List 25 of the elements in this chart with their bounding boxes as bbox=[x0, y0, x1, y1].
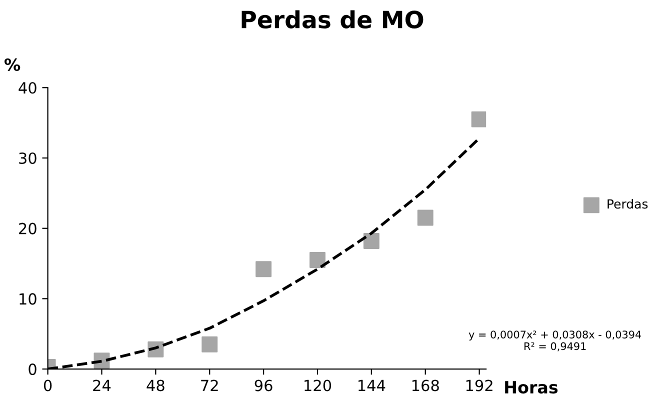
y-tick-label: 40 bbox=[18, 82, 36, 94]
x-tick-label: 48 bbox=[146, 380, 164, 392]
x-tick-label: 24 bbox=[93, 380, 111, 392]
x-tick-label: 96 bbox=[254, 380, 272, 392]
chart-title: Perdas de MO bbox=[242, 10, 424, 28]
point bbox=[310, 252, 326, 268]
annotation: y = 0,0007x² + 0,0308x - 0,0394 R² = 0,9491 bbox=[468, 330, 642, 352]
x-tick-label: 192 bbox=[466, 380, 492, 392]
point bbox=[202, 336, 218, 352]
y-tick-label: 30 bbox=[19, 152, 36, 164]
x-tick-label: 120 bbox=[304, 380, 332, 392]
y-tick-label: 10 bbox=[20, 293, 36, 305]
x-tick-label: 168 bbox=[412, 380, 439, 392]
y-tick-label: 20 bbox=[19, 222, 36, 234]
x-tick-label: 144 bbox=[358, 380, 386, 392]
y-axis-title: % bbox=[4, 58, 20, 71]
x-tick-label: 0 bbox=[44, 380, 52, 392]
point bbox=[363, 233, 380, 249]
x-tick-label: 72 bbox=[201, 380, 218, 392]
point bbox=[417, 210, 434, 226]
x-axis-title: Horas bbox=[505, 381, 558, 394]
point bbox=[471, 111, 486, 128]
point bbox=[256, 261, 272, 278]
y-tick-label: 0 bbox=[28, 364, 36, 376]
legend-label: Perdas bbox=[608, 198, 648, 209]
